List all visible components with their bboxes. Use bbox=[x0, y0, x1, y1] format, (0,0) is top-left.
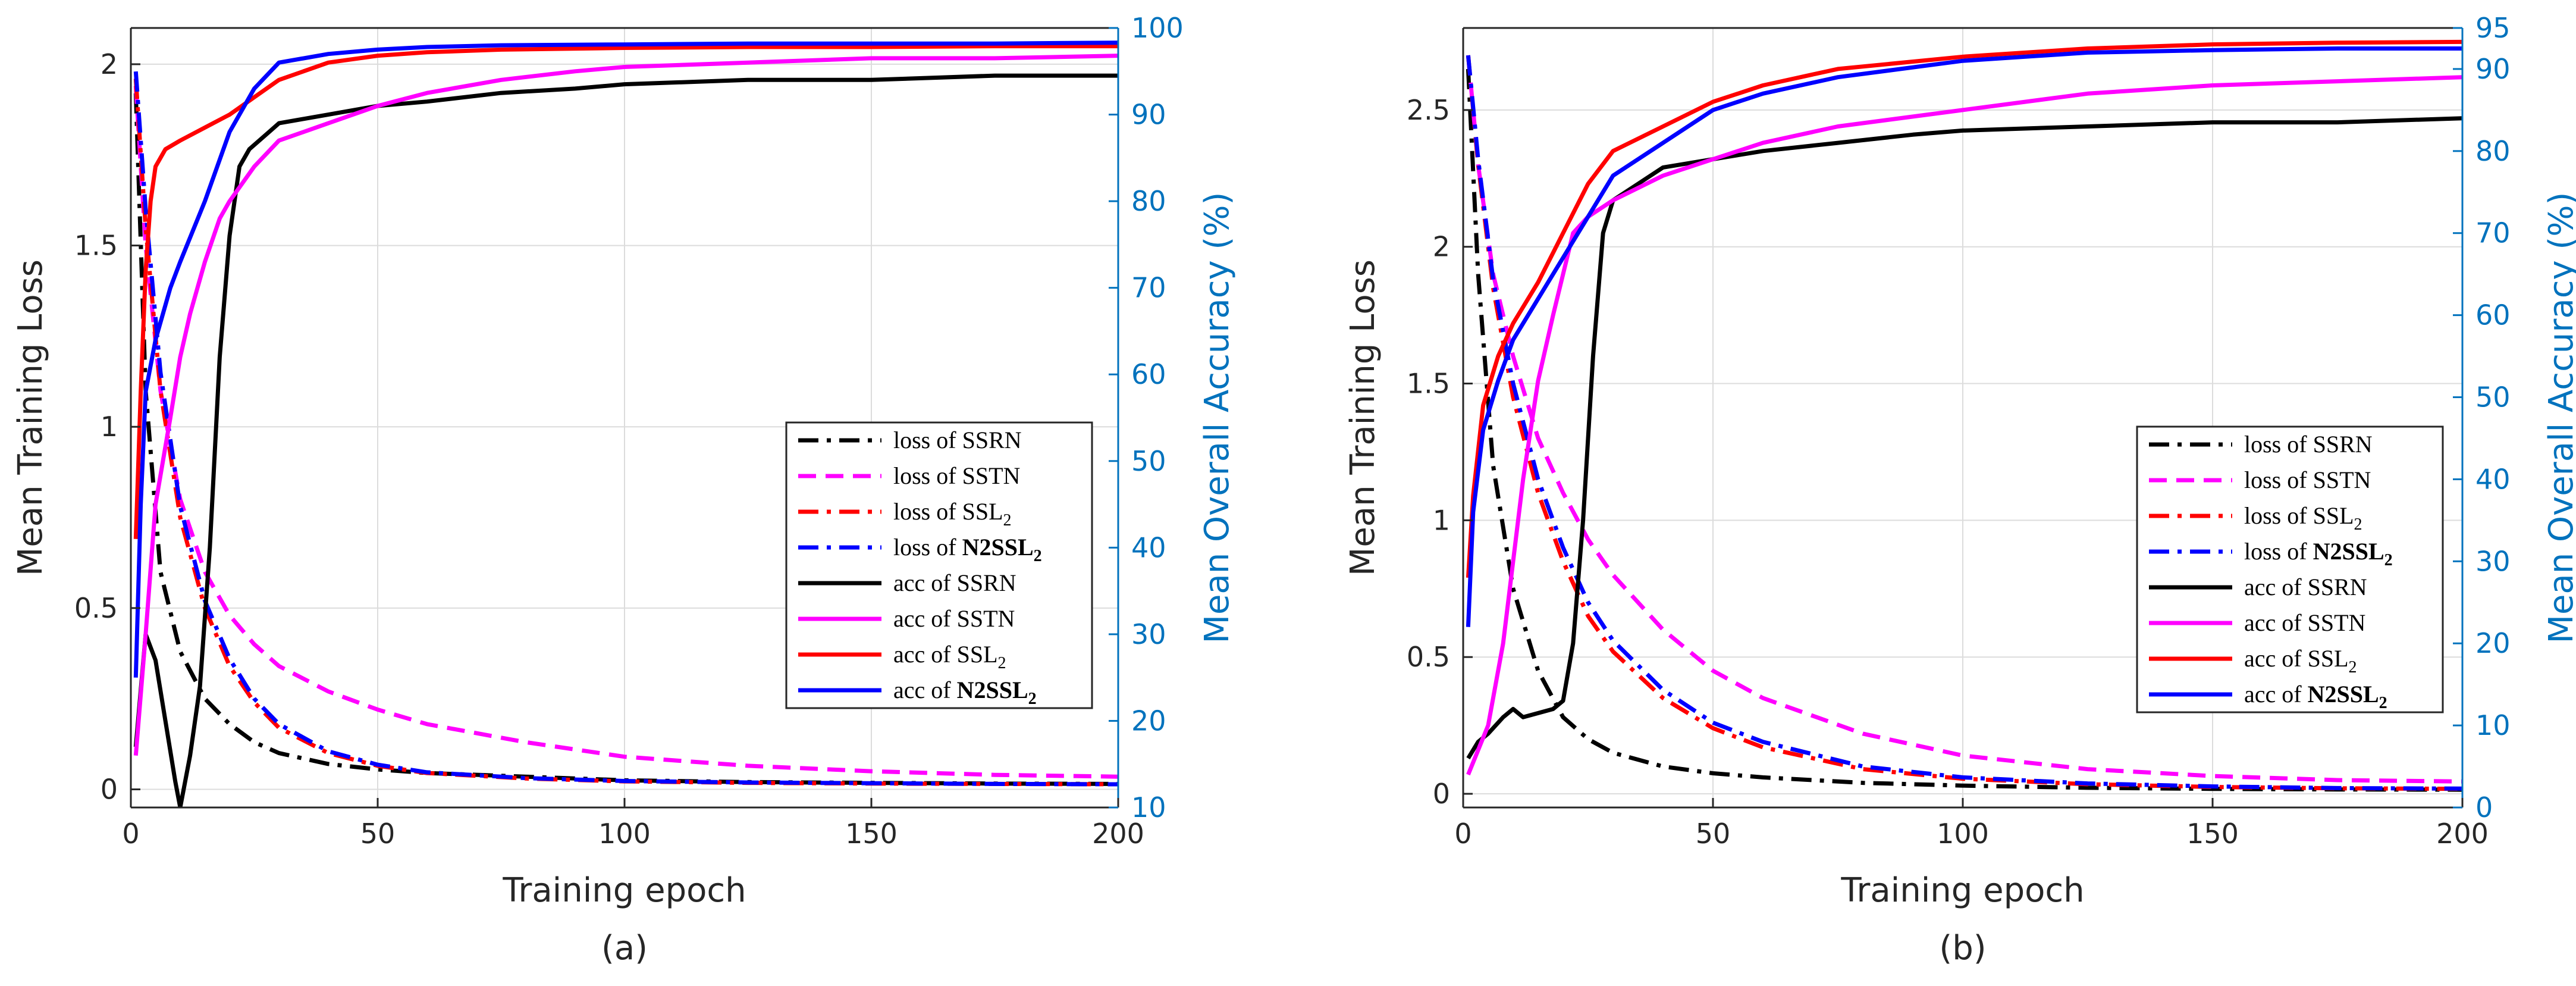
series-line-loss-of-sstn bbox=[1466, 55, 2462, 784]
series-line-acc-of-ssl2 bbox=[133, 44, 1118, 539]
y-tick-label-right: 90 bbox=[2475, 53, 2511, 85]
legend-label: acc of SSRN bbox=[2244, 574, 2367, 600]
series-line-loss-of-ssl2 bbox=[1466, 55, 2462, 791]
legend-label: acc of SSRN bbox=[893, 569, 1016, 596]
series-line-acc-of-n2ssl2 bbox=[133, 40, 1118, 678]
y-tick-label-right: 60 bbox=[2475, 299, 2511, 331]
legend-label: acc of N2SSL2 bbox=[2244, 681, 2387, 712]
y-tick-label-right: 20 bbox=[1131, 705, 1166, 737]
x-tick-label: 150 bbox=[2186, 818, 2239, 850]
y-tick-label-left: 1 bbox=[101, 411, 118, 443]
y-axis-label-left: Mean Training Loss bbox=[11, 259, 50, 576]
legend-label: loss of N2SSL2 bbox=[2244, 538, 2393, 569]
legend-label: loss of SSRN bbox=[2244, 431, 2373, 458]
legend-box bbox=[2136, 425, 2444, 713]
panel-label: (a) bbox=[601, 929, 648, 968]
axes: 0 50 100 150 200 0 0.5 1 1.5 2 10 20 30 40 50 60 70 80 90 1… bbox=[74, 12, 1184, 850]
x-tick-label: 50 bbox=[360, 818, 396, 850]
y-tick-label-right: 95 bbox=[2475, 12, 2511, 44]
panel-label: (b) bbox=[1939, 929, 1986, 968]
x-tick-label: 0 bbox=[122, 818, 139, 850]
legend-label: acc of N2SSL2 bbox=[893, 677, 1037, 708]
y-tick-label-right: 20 bbox=[2475, 627, 2511, 659]
y-tick-label-right: 0 bbox=[2475, 791, 2493, 824]
legend-label: loss of SSL2 bbox=[893, 498, 1012, 530]
y-tick-label-right: 50 bbox=[1131, 445, 1166, 477]
y-tick-label-left: 0.5 bbox=[1407, 641, 1450, 673]
chart-panel-b: 0 50 100 150 20000.511.522.50102030405060708… bbox=[1344, 12, 2576, 968]
y-tick-label-left: 2 bbox=[1433, 231, 1450, 263]
y-tick-label-right: 30 bbox=[2475, 545, 2511, 577]
y-tick-label-right: 100 bbox=[1131, 12, 1184, 44]
chart-panel-a: 0 50 100 150 200 0 0.5 1 1.5 2 10 20 30 40 50 60 70 80 90 1… bbox=[11, 12, 1237, 968]
y-tick-label-right: 60 bbox=[1131, 358, 1166, 390]
x-tick-label: 0 bbox=[1454, 818, 1471, 850]
y-axis-label-right: Mean Overall Accuracy (%) bbox=[1198, 192, 1237, 644]
x-tick-label: 150 bbox=[845, 818, 898, 850]
y-tick-label-right: 40 bbox=[1131, 531, 1166, 564]
series-line-acc-of-ssrn bbox=[133, 73, 1118, 807]
x-axis-label: Training epoch bbox=[502, 871, 746, 910]
y-tick-label-left: 2 bbox=[101, 48, 118, 80]
y-axis-label-left: Mean Training Loss bbox=[1344, 259, 1382, 576]
x-tick-label: 100 bbox=[598, 818, 651, 850]
y-tick-label-right: 80 bbox=[1131, 185, 1166, 217]
y-tick-label-left: 0 bbox=[1433, 778, 1450, 810]
x-tick-label: 200 bbox=[2436, 818, 2489, 850]
legend-label: loss of SSRN bbox=[893, 427, 1022, 453]
y-tick-label-right: 80 bbox=[2475, 135, 2511, 167]
legend: loss of SSRN loss of SSTN loss of SSL2 loss… bbox=[2136, 425, 2444, 713]
y-tick-label-left: 0.5 bbox=[74, 592, 118, 624]
y-tick-label-left: 0 bbox=[101, 774, 118, 806]
x-axis-label: Training epoch bbox=[1840, 871, 2084, 910]
y-tick-label-left: 1.5 bbox=[1407, 368, 1450, 400]
series-group bbox=[1466, 39, 2462, 792]
y-axis-label-right: Mean Overall Accuracy (%) bbox=[2542, 192, 2576, 644]
x-tick-label: 200 bbox=[1092, 818, 1144, 850]
y-tick-label-right: 90 bbox=[1131, 99, 1166, 131]
series-line-loss-of-n2ssl2 bbox=[133, 71, 1118, 787]
y-tick-label-right: 50 bbox=[2475, 381, 2511, 414]
x-tick-label: 100 bbox=[1937, 818, 1989, 850]
series-line-loss-of-sstn bbox=[133, 86, 1118, 779]
axes: 0 50 100 150 20000.511.522.50102030405060708… bbox=[1407, 12, 2511, 850]
legend-label: acc of SSL2 bbox=[893, 641, 1006, 672]
y-tick-label-right: 10 bbox=[1131, 791, 1166, 824]
series-line-loss-of-n2ssl2 bbox=[1466, 55, 2462, 791]
legend: loss of SSRN loss of SSTN loss of SSL2 loss… bbox=[785, 421, 1093, 709]
series-line-loss-of-ssrn bbox=[1466, 68, 2462, 792]
y-tick-label-right: 30 bbox=[1131, 618, 1166, 650]
legend-label: acc of SSL2 bbox=[2244, 645, 2357, 677]
series-line-acc-of-ssl2 bbox=[1466, 39, 2462, 578]
series-group bbox=[133, 40, 1118, 807]
y-tick-label-right: 40 bbox=[2475, 463, 2511, 495]
x-tick-label: 50 bbox=[1696, 818, 1731, 850]
y-tick-label-right: 10 bbox=[2475, 709, 2511, 741]
y-tick-label-left: 1.5 bbox=[74, 230, 118, 262]
y-tick-label-right: 70 bbox=[1131, 272, 1166, 304]
series-line-acc-of-n2ssl2 bbox=[1466, 46, 2462, 627]
legend-label: loss of N2SSL2 bbox=[893, 534, 1042, 565]
y-tick-label-left: 2.5 bbox=[1407, 94, 1450, 126]
y-tick-label-right: 70 bbox=[2475, 217, 2511, 249]
y-tick-label-left: 1 bbox=[1433, 504, 1450, 536]
series-line-acc-of-ssrn bbox=[1466, 116, 2462, 760]
legend-label: loss of SSTN bbox=[893, 462, 1020, 489]
series-line-acc-of-sstn bbox=[133, 54, 1118, 756]
legend-label: acc of SSTN bbox=[2244, 609, 2365, 636]
legend-label: acc of SSTN bbox=[893, 605, 1015, 632]
legend-label: loss of SSTN bbox=[2244, 467, 2371, 493]
legend-label: loss of SSL2 bbox=[2244, 502, 2362, 534]
legend-box bbox=[785, 421, 1093, 709]
